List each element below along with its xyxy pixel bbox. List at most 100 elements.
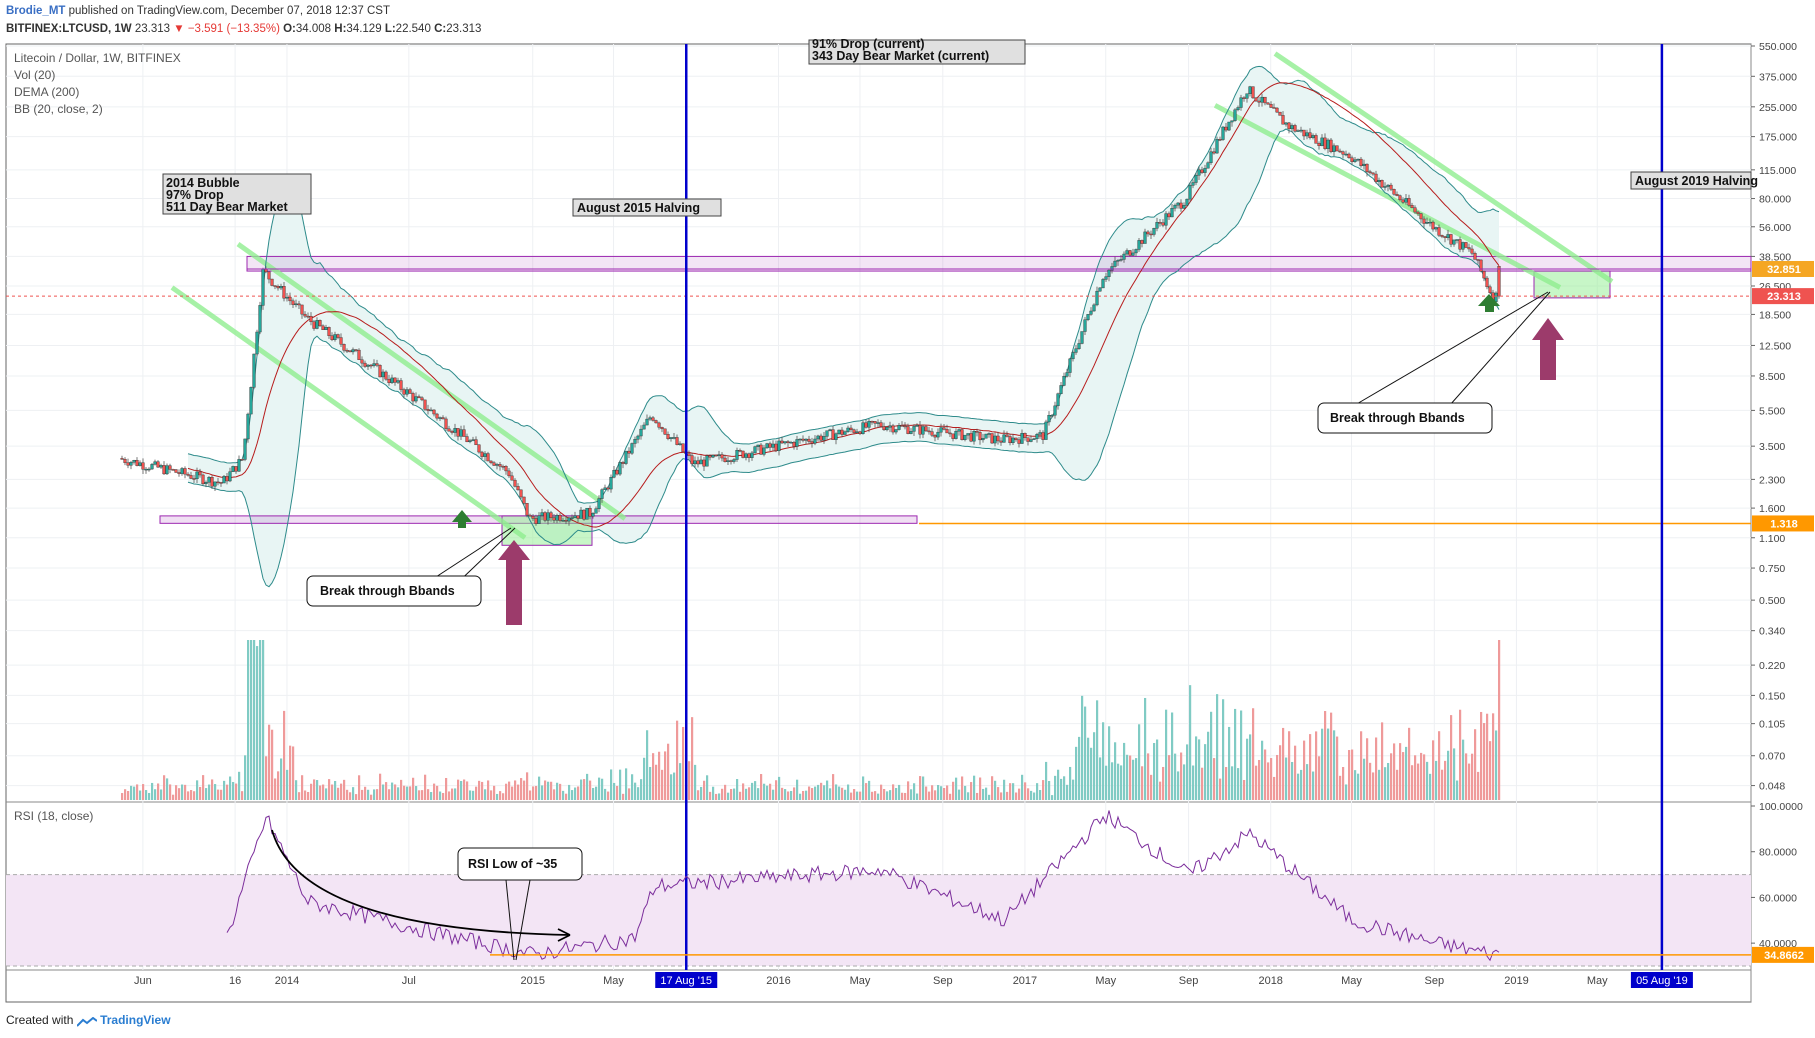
volume-bar [1408,727,1411,800]
candle-body [1002,434,1006,443]
candle-body [282,286,286,299]
volume-bar [283,710,286,800]
volume-bar [1072,779,1075,800]
candle-body [945,429,949,434]
tradingview-link[interactable]: TradingView [100,1013,171,1027]
volume-bar [934,790,937,800]
bubble-note-line-2: 97% Drop [166,188,224,202]
volume-bar [1186,744,1189,800]
candle-body [318,320,322,327]
volume-bar [448,791,451,800]
volume-bar [316,780,319,800]
volume-bar [1213,758,1216,800]
candle-body [204,482,208,485]
candle-body [885,427,889,431]
volume-bar [640,779,643,800]
volume-bar [595,786,598,800]
volume-bar [235,783,238,800]
bbands-callout-2015[interactable]: Break through Bbands [306,527,516,607]
candle-body [129,462,133,466]
candle-body [225,476,229,482]
volume-bar [562,790,565,800]
price-tick-label: 80.000 [1759,194,1791,206]
halving-2015-note[interactable]: August 2015 Halving [572,198,722,217]
volume-bar [142,784,145,800]
volume-bar [940,786,943,800]
rsi-low-callout[interactable]: RSI Low of ~35 [457,847,583,961]
bbands-callout-2018-text: Break through Bbands [1330,411,1465,425]
candle-body [849,427,853,430]
halving-2019-note[interactable]: August 2019 Halving [1630,171,1758,190]
volume-bar [1237,768,1240,800]
volume-bar [709,791,712,800]
candle-body [513,479,517,487]
volume-bar [1417,763,1420,800]
volume-bar [1456,780,1459,800]
price-change: ▼ −3.591 (−13.35%) [173,23,280,35]
candle-body [669,437,673,439]
candle-body [372,363,376,366]
candle-body [660,427,664,430]
candle-body [1374,173,1378,183]
candle-body [183,468,187,475]
candle-body [1116,260,1120,262]
volume-bar [1279,745,1282,800]
volume-bar [541,785,544,800]
halving-2015-label: August 2015 Halving [577,201,700,215]
volume-bar [1453,748,1456,800]
volume-bar [295,780,298,800]
candle-body [408,389,412,394]
volume-bar [211,779,214,800]
legend-rsi: RSI (18, close) [14,809,93,823]
candle-body [1260,96,1264,103]
volume-bar [544,780,547,800]
chart-header: Brodie_MT published on TradingView.com, … [6,4,481,36]
candle-body [975,431,979,433]
candle-body [600,489,604,499]
candle-body [1020,433,1024,444]
volume-bar [715,793,718,800]
candle-body [987,433,991,435]
volume-bar [1258,759,1261,800]
bbands-callout-2018[interactable]: Break through Bbands [1317,291,1551,434]
candle-body [1320,137,1324,146]
volume-bar [817,784,820,800]
candle-body [1314,135,1318,144]
volume-bar [664,751,667,800]
volume-bar [526,772,529,800]
candle-body [1152,228,1156,235]
candle-body [1158,222,1162,224]
candle-body [324,327,328,330]
volume-bar [1435,760,1438,800]
volume-bar [1441,769,1444,800]
volume-bar [868,780,871,800]
author-link[interactable]: Brodie_MT [6,5,66,17]
candle-body [1023,433,1027,438]
volume-bar [1171,712,1174,800]
candle-body [585,507,589,520]
volume-bar [661,769,664,800]
volume-bar [133,786,136,800]
volume-bar [226,784,229,800]
volume-bar [409,786,412,800]
candle-body [327,327,331,336]
volume-bar [514,780,517,800]
price-tick-label: 5.500 [1759,405,1785,417]
volume-bar [1255,765,1258,800]
volume-bar [835,784,838,800]
volume-bar [187,791,190,800]
candle-body [723,457,727,462]
volume-bar [244,755,247,800]
volume-bar [1057,769,1060,800]
volume-bar [1333,730,1336,800]
candle-body [150,464,154,470]
volume-bar [766,785,769,800]
volume-bar [220,789,223,800]
candle-body [774,443,778,452]
rsi-last-value: 34.8662 [1764,950,1804,962]
price-tick-label: 0.340 [1759,626,1785,638]
volume-bar [124,789,127,800]
bubble-2014-note[interactable]: 2014 Bubble 97% Drop 511 Day Bear Market [162,173,312,215]
current-drop-note[interactable]: 91% Drop (current) 343 Day Bear Market (… [808,37,1026,65]
